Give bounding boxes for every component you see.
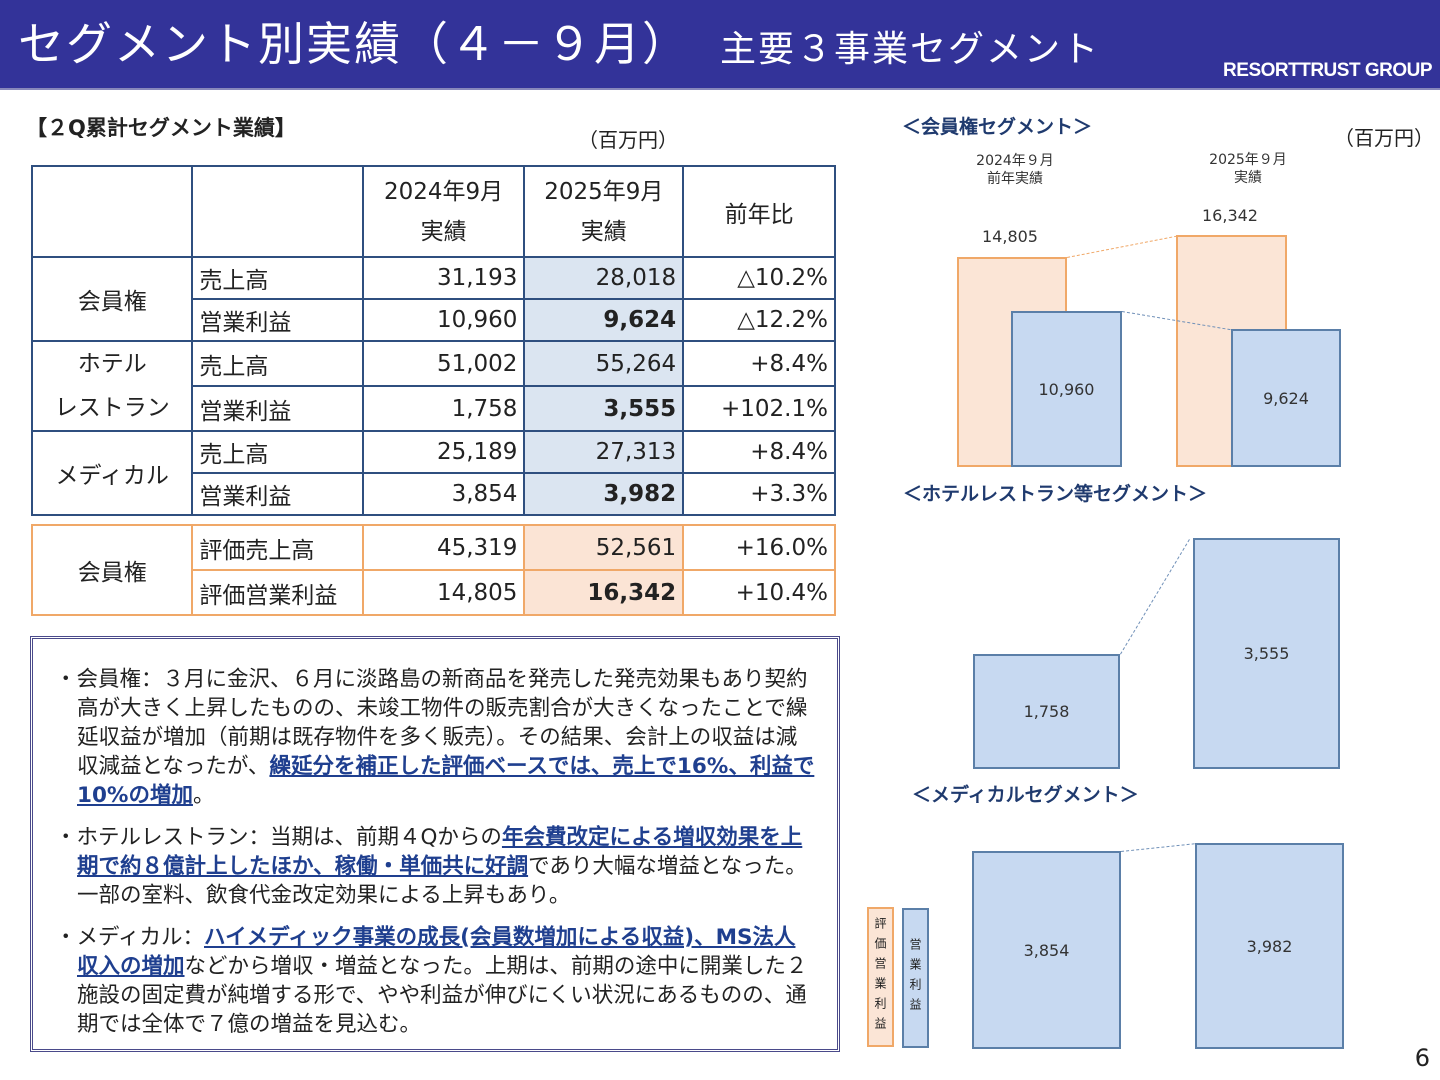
note-text: であり大幅な増益となった。一部の室料、飲食代金改定効果による上昇もあり。 <box>77 854 807 908</box>
note-highlight: 年会費改定による増収効果を上期で約８億計上したほか、稼働・単価共に好調 <box>77 825 803 879</box>
note-text: 。 <box>192 783 215 808</box>
header-bar: セグメント別実績（４－９月） 主要３事業セグメント RESORTTRUST GR… <box>0 0 1440 90</box>
row-label: 営業利益 <box>191 298 364 342</box>
bar-label: 16,342 <box>1202 206 1258 225</box>
bar-member-op-2024: 10,960 <box>1011 311 1122 467</box>
bar-medical-op-2025: 3,982 <box>1195 843 1344 1049</box>
header-2024-sub: 実績 <box>420 218 467 245</box>
page-subtitle: 主要３事業セグメント <box>720 29 1101 70</box>
prev-value: 10,960 <box>361 298 526 342</box>
commentary-box: ・会員権：３月に金沢、６月に淡路島の新商品を発売した発売効果もあり契約高が大きく… <box>30 636 840 1052</box>
legend-op: 営業利益 <box>902 908 929 1048</box>
valuation-table: 会員権 評価売上高 45,319 52,561 +16.0% 評価営業利益 14… <box>30 524 836 616</box>
prev-value: 25,189 <box>361 430 526 474</box>
period-2025-line1: 2025年９月 <box>1209 152 1287 168</box>
page-title: セグメント別実績（４－９月） <box>18 17 690 71</box>
row-label: 営業利益 <box>191 472 364 516</box>
period-label-2024: 2024年９月 前年実績 <box>945 152 1085 188</box>
table-row: 会員権 売上高 31,193 28,018 △10.2% <box>30 256 836 342</box>
legend-valuation-op: 評価営業利益 <box>867 907 894 1047</box>
member-chart-title: ＜会員権セグメント＞ <box>902 116 1093 138</box>
medical-chart-title: ＜メディカルセグメント＞ <box>912 784 1139 806</box>
header-2025: 2025年9月 <box>544 178 664 205</box>
bar-label: 14,805 <box>982 227 1038 246</box>
header-2025-sub: 実績 <box>580 218 627 245</box>
segment-member: 会員権 <box>30 256 194 342</box>
table-row: メディカル 売上高 25,189 27,313 +8.4% <box>30 430 836 516</box>
yoy-value: +3.3% <box>682 472 836 516</box>
segment-hotel: ホテル レストラン <box>30 340 194 432</box>
segment-medical: メディカル <box>30 430 194 516</box>
note-text: ・会員権：３月に金沢、６月に淡路島の新商品を発売した発売効果もあり契約高が大きく… <box>55 667 808 779</box>
period-label-2025: 2025年９月 実績 <box>1178 151 1318 187</box>
row-label: 営業利益 <box>191 385 364 432</box>
hotel-chart-title: ＜ホテルレストラン等セグメント＞ <box>903 483 1208 505</box>
curr-value: 3,982 <box>523 472 685 516</box>
period-2025-line2: 実績 <box>1234 170 1262 186</box>
row-label: 売上高 <box>191 340 364 387</box>
bar-hotel-op-2025: 3,555 <box>1193 538 1340 769</box>
curr-value: 16,342 <box>523 569 685 616</box>
table-row: 営業利益 10,960 9,624 △12.2% <box>32 298 836 342</box>
curr-value: 27,313 <box>523 430 685 474</box>
note-hotel: ・ホテルレストラン：当期は、前期４Qからの年会費改定による増収効果を上期で約８億… <box>55 823 815 910</box>
yoy-value: +8.4% <box>682 340 836 387</box>
prev-value: 31,193 <box>361 256 526 300</box>
note-medical: ・メディカル：ハイメディック事業の成長(会員数増加による収益)、MS法人収入の増… <box>55 923 815 1039</box>
prev-value: 3,854 <box>361 472 526 516</box>
bar-medical-op-2024: 3,854 <box>972 851 1121 1049</box>
note-member: ・会員権：３月に金沢、６月に淡路島の新商品を発売した発売効果もあり契約高が大きく… <box>55 665 815 810</box>
prev-value: 14,805 <box>361 569 526 616</box>
header-2024: 2024年9月 <box>384 178 504 205</box>
connector-line <box>1120 539 1190 655</box>
note-highlight: 繰延分を補正した評価ベースでは、売上で16%、利益で10%の増加 <box>77 754 815 808</box>
table-unit: （百万円） <box>578 128 678 152</box>
table-header-row: 2024年9月 実績 2025年9月 実績 前年比 <box>30 165 836 258</box>
page-number: 6 <box>1414 1044 1430 1072</box>
connector-line <box>1121 843 1195 852</box>
row-label: 評価売上高 <box>191 524 364 571</box>
period-2024-line2: 前年実績 <box>987 171 1043 187</box>
prev-value: 51,002 <box>361 340 526 387</box>
segment-hotel-line2: レストラン <box>54 395 170 421</box>
yoy-value: +102.1% <box>682 385 836 432</box>
curr-value: 52,561 <box>523 524 685 571</box>
note-text: ・メディカル： <box>55 925 204 950</box>
yoy-value: +16.0% <box>682 524 836 571</box>
yoy-value: +10.4% <box>682 569 836 616</box>
note-text: などから増収・増益となった。上期は、前期の途中に開業した２施設の固定費が純増する… <box>77 954 808 1037</box>
curr-value: 3,555 <box>523 385 685 432</box>
row-label: 売上高 <box>191 430 364 474</box>
note-highlight: ハイメディック事業の成長(会員数増加による収益)、MS法人収入の増加 <box>77 925 796 979</box>
yoy-value: △12.2% <box>682 298 836 342</box>
table-row: ホテルレストラン 売上高 51,002 55,264 +8.4% <box>30 340 836 432</box>
curr-value: 9,624 <box>523 298 685 342</box>
section-title: 【２Q累計セグメント業績】 <box>26 116 296 140</box>
row-label: 売上高 <box>191 256 364 300</box>
table-row: 評価営業利益 14,805 16,342 +10.4% <box>32 569 836 616</box>
period-2024-line1: 2024年９月 <box>976 153 1054 169</box>
curr-value: 28,018 <box>523 256 685 300</box>
curr-value: 55,264 <box>523 340 685 387</box>
prev-value: 1,758 <box>361 385 526 432</box>
yoy-value: △10.2% <box>682 256 836 300</box>
company-logo: RESORTTRUST GROUP <box>1223 60 1432 81</box>
header-yoy: 前年比 <box>682 165 836 258</box>
table-row: 会員権 評価売上高 45,319 52,561 +16.0% <box>30 524 836 616</box>
table-row: 営業利益 1,758 3,555 +102.1% <box>32 385 836 432</box>
table-row: 営業利益 3,854 3,982 +3.3% <box>32 472 836 516</box>
segment-member-valuation: 会員権 <box>30 524 194 616</box>
segment-hotel-line1: ホテル <box>77 351 147 377</box>
yoy-value: +8.4% <box>682 430 836 474</box>
chart-unit: （百万円） <box>1334 126 1434 150</box>
row-label: 評価営業利益 <box>191 569 364 616</box>
segment-table: 2024年9月 実績 2025年9月 実績 前年比 会員権 売上高 31,193 2… <box>30 165 836 516</box>
prev-value: 45,319 <box>361 524 526 571</box>
note-text: ・ホテルレストラン：当期は、前期４Qからの <box>55 825 502 850</box>
bar-hotel-op-2024: 1,758 <box>973 654 1120 769</box>
bar-member-op-2025: 9,624 <box>1231 329 1341 467</box>
connector-line <box>1067 235 1178 258</box>
